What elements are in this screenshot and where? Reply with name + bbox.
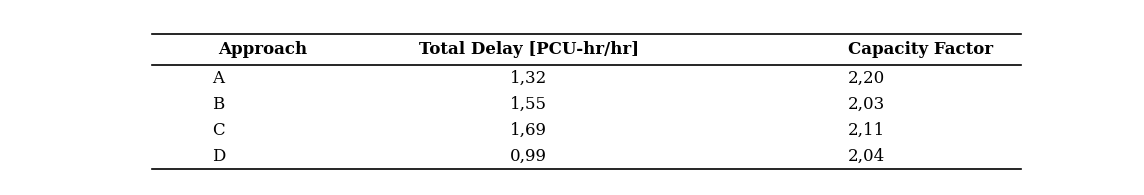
Text: 2,11: 2,11 xyxy=(848,122,885,139)
Text: 1,32: 1,32 xyxy=(510,70,547,87)
Text: Capacity Factor: Capacity Factor xyxy=(848,41,993,58)
Text: Total Delay [PCU-hr/hr]: Total Delay [PCU-hr/hr] xyxy=(419,41,638,58)
Text: C: C xyxy=(212,122,224,139)
Text: 2,03: 2,03 xyxy=(848,96,885,113)
Text: Approach: Approach xyxy=(219,41,308,58)
Text: A: A xyxy=(213,70,224,87)
Text: 1,69: 1,69 xyxy=(510,122,547,139)
Text: B: B xyxy=(213,96,224,113)
Text: 2,04: 2,04 xyxy=(848,148,885,165)
Text: D: D xyxy=(212,148,225,165)
Text: 0,99: 0,99 xyxy=(510,148,547,165)
Text: 1,55: 1,55 xyxy=(510,96,547,113)
Text: 2,20: 2,20 xyxy=(848,70,885,87)
